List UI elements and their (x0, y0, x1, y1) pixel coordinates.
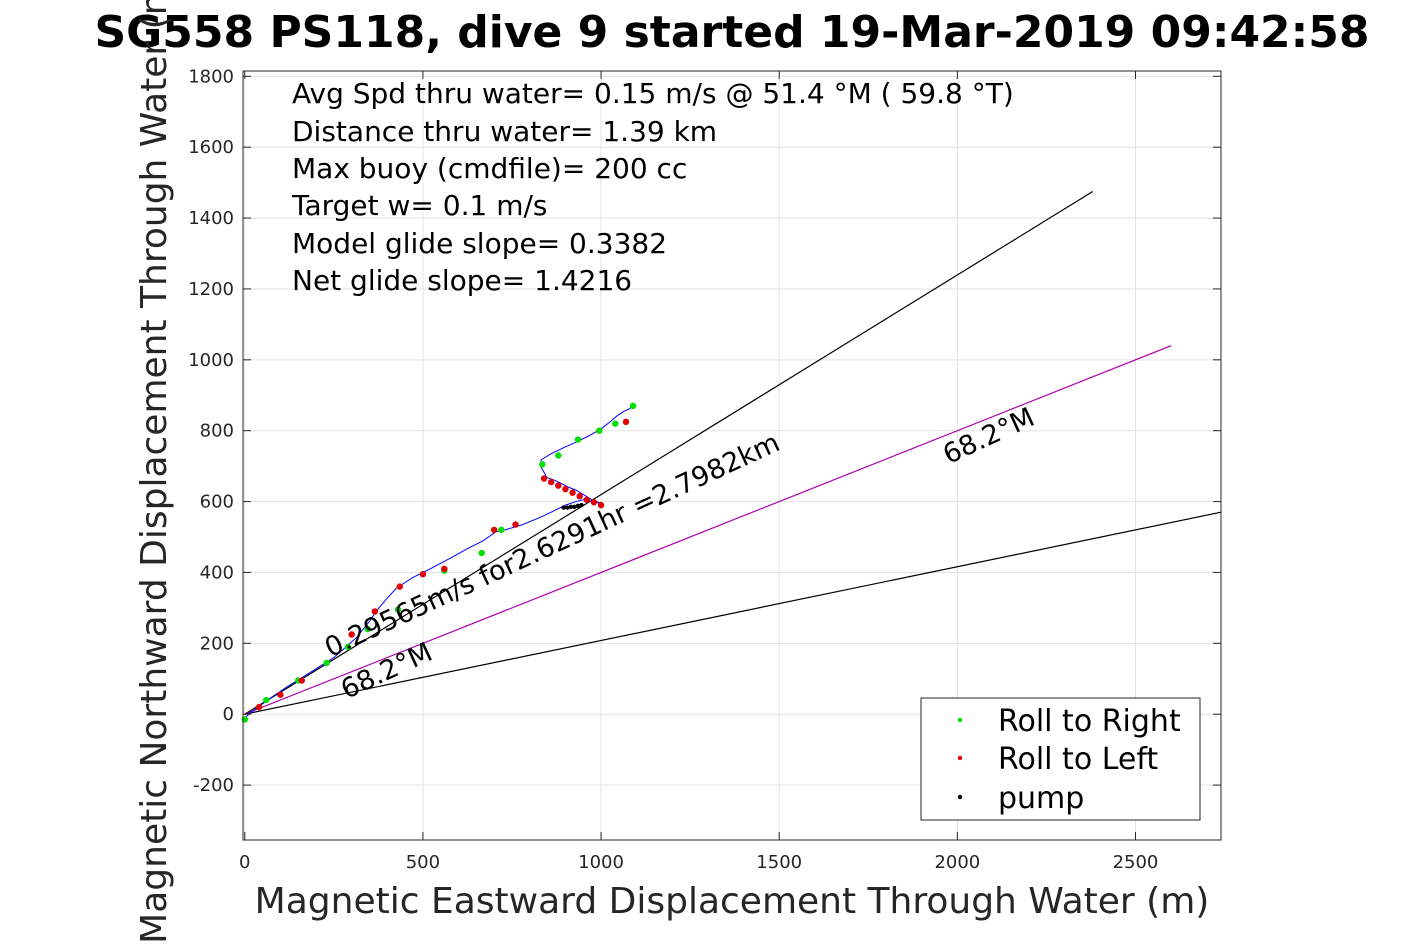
point-roll-to-left (441, 565, 448, 573)
legend-label-roll-left: Roll to Left (998, 742, 1158, 777)
info-target-w: Target w= 0.1 m/s (291, 189, 548, 222)
legend-marker-roll-left (957, 755, 963, 761)
reference-line-1 (244, 345, 1172, 715)
point-roll-to-right (555, 452, 562, 459)
legend: Roll to Right Roll to Left pump (920, 697, 1201, 821)
y-tick-label: 400 (200, 562, 234, 583)
x-tick-label: 500 (406, 852, 440, 873)
point-roll-to-right (498, 526, 505, 534)
annotation-2: 68.2°M (938, 402, 1039, 471)
point-roll-to-left (348, 631, 355, 638)
point-pump (572, 504, 577, 510)
y-tick-label: 1600 (188, 137, 234, 158)
info-box: Avg Spd thru water= 0.15 m/s @ 51.4 °M (… (291, 77, 1014, 297)
x-tick-label: 0 (239, 852, 250, 873)
info-avg-speed: Avg Spd thru water= 0.15 m/s @ 51.4 °M (… (292, 77, 1014, 110)
reference-lines (244, 190, 1222, 715)
point-roll-to-left (583, 496, 591, 503)
point-roll-to-left (396, 583, 403, 590)
y-axis-label: Magnetic Northward Displacement Through … (134, 0, 175, 944)
info-max-buoy: Max buoy (cmdfile)= 200 cc (292, 152, 687, 185)
point-roll-to-left (562, 485, 569, 493)
point-roll-to-right (364, 625, 371, 633)
point-roll-to-left (298, 677, 305, 684)
point-roll-to-left (540, 475, 548, 482)
x-tick-label: 2500 (1113, 852, 1159, 873)
y-tick-label: 0 (223, 704, 234, 725)
point-roll-to-left (622, 418, 630, 426)
info-model-glide-slope: Model glide slope= 0.3382 (292, 227, 667, 260)
y-tick-label: 1800 (188, 66, 234, 87)
plot-frame (242, 70, 1222, 841)
annotations: 0.29565m/s for2.6291hr =2.7982km68.2°M68… (320, 402, 1039, 706)
legend-marker-roll-right (957, 717, 963, 723)
legend-marker-pump (957, 794, 963, 800)
point-roll-to-left (569, 489, 576, 496)
point-roll-to-left (590, 499, 598, 506)
point-roll-to-left (419, 571, 427, 578)
point-roll-to-right (612, 420, 619, 427)
point-roll-to-right (323, 659, 330, 667)
point-roll-to-right (478, 549, 485, 557)
reference-line-0 (244, 190, 1094, 715)
point-pump (575, 503, 581, 509)
point-roll-to-left (371, 608, 379, 615)
y-tick-label: 1000 (188, 350, 234, 371)
legend-label-pump: pump (998, 781, 1084, 816)
x-tick-label: 2000 (934, 852, 980, 873)
x-axis-label: Magnetic Eastward Displacement Through W… (255, 881, 1210, 922)
point-roll-to-left (512, 521, 519, 528)
y-tick-label: 1200 (188, 279, 234, 300)
series-track-line (244, 405, 634, 719)
point-roll-to-right (394, 606, 402, 613)
point-roll-to-left (255, 703, 263, 711)
point-roll-to-left (277, 691, 284, 698)
x-tick-label: 1500 (756, 852, 802, 873)
point-pump (579, 502, 584, 508)
point-roll-to-right (596, 427, 603, 434)
x-tick-label: 1000 (578, 852, 624, 873)
chart-title: SG558 PS118, dive 9 started 19-Mar-2019 … (94, 7, 1369, 58)
point-pump (565, 505, 570, 510)
data-series (241, 402, 637, 723)
legend-box (920, 697, 1201, 821)
point-roll-to-left (597, 501, 605, 509)
info-distance: Distance thru water= 1.39 km (292, 115, 717, 148)
grid (243, 71, 1221, 840)
point-roll-to-left (490, 526, 498, 534)
y-tick-label: 800 (200, 421, 234, 442)
y-tick-label: -200 (193, 775, 234, 796)
point-pump (561, 505, 566, 510)
point-roll-to-left (576, 493, 583, 500)
point-roll-to-right (574, 436, 582, 443)
axis-ticks: 0 500 1000 1500 2000 2500 -200 0 200 400 600 800 100… (188, 66, 1221, 873)
point-roll-to-right (262, 696, 270, 704)
point-pump (568, 504, 573, 510)
point-roll-to-left (555, 482, 562, 489)
point-roll-to-right (344, 643, 352, 651)
y-tick-label: 200 (200, 633, 234, 654)
reference-line-2 (244, 511, 1222, 715)
point-roll-to-right (629, 402, 637, 410)
y-tick-label: 600 (200, 492, 234, 513)
annotation-0: 0.29565m/s for2.6291hr =2.7982km (320, 427, 784, 664)
point-roll-to-right (539, 461, 546, 468)
info-net-glide-slope: Net glide slope= 1.4216 (292, 264, 632, 297)
y-tick-label: 1400 (188, 208, 234, 229)
legend-label-roll-right: Roll to Right (998, 704, 1181, 739)
point-roll-to-left (547, 478, 555, 486)
